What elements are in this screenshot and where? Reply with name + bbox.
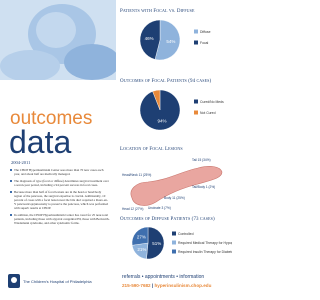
section-title: Patients with Focal vs. Diffuse: [120, 9, 195, 14]
legend-swatch: [172, 240, 176, 245]
section-title: Outcomes of Focal Patients (94 cases): [120, 79, 212, 84]
slice-label: 51%: [152, 241, 161, 246]
pie-slice: [139, 19, 161, 60]
legend-label: Controlled: [178, 232, 194, 236]
pie-chart: 51% Controlled 21% Required Medical Therapy…: [131, 226, 232, 260]
slice-label: 54%: [166, 39, 175, 44]
heading-data: data: [9, 124, 72, 160]
hospital-logo: The Children's Hospital of Philadelphia: [8, 274, 92, 288]
lesion-label: Uncinate 3 (7%): [148, 206, 171, 210]
bullet: The diagnosis of type (focal or diffuse)…: [10, 179, 110, 187]
lesion-label: Tail/Body 1 (2%): [192, 185, 215, 189]
pie-slice: [152, 89, 161, 111]
legend-swatch: [194, 40, 198, 45]
contact-info: 215-590-7682 | hyperinsulinism.chop.edu: [122, 283, 212, 288]
slice-label: 46%: [145, 36, 154, 41]
phone: 215-590-7682: [122, 283, 151, 288]
legend-swatch: [172, 249, 176, 254]
legend-label: Not Cured: [200, 111, 216, 115]
legend-label: Focal: [200, 41, 209, 45]
pie-slice: [154, 19, 181, 61]
pie-slice: [131, 226, 149, 246]
section-title: Location of Focal Lesions: [120, 147, 183, 152]
slice-label: 27%: [137, 235, 146, 240]
pie-slice: [146, 226, 165, 260]
legend-label: Required Insulin Therapy for Diabetes: [178, 250, 232, 254]
lesion-label: Head/Neck 11 (25%): [122, 173, 151, 177]
section-title: Outcomes of Diffuse Patients (73 cases): [120, 217, 215, 222]
legend-swatch: [172, 231, 176, 236]
legend-swatch: [194, 29, 198, 34]
lesion-label: Head 12 (27%): [122, 207, 143, 211]
legend-label: Diffuse: [200, 30, 211, 34]
pie-chart: 54% Diffuse 46% Focal: [139, 19, 211, 61]
slice-label: 94%: [158, 118, 167, 123]
legend-label: Cured/No Meds: [200, 100, 224, 104]
website[interactable]: hyperinsulinism.chop.edu: [154, 283, 212, 288]
legend-swatch: [194, 99, 198, 104]
bullet: In addition, the CHOP Hyperinsulinism Ce…: [10, 213, 110, 225]
page: { "focal_vs_diffuse": { "title": "Patien…: [0, 0, 232, 288]
legend-swatch: [194, 110, 198, 115]
years: 2004-2011: [11, 160, 31, 165]
bullet: The CHOP Hyperinsulinism Center sees mor…: [10, 168, 110, 176]
lesion-label: Tail 15 (34%): [192, 158, 211, 162]
slice-label: 21%: [137, 247, 146, 252]
contact-line: referrals • appointments • information: [122, 274, 205, 280]
pie-chart: 94% Cured/No Meds Not Cured: [139, 89, 224, 131]
hospital-name: The Children's Hospital of Philadelphia: [23, 279, 92, 284]
bullet-list: The CHOP Hyperinsulinism Center sees mor…: [10, 168, 110, 228]
bullet: Because more than half of focal lesions …: [10, 190, 110, 210]
pancreas-diagram: Head/Neck 11 (25%) Tail 15 (34%) Tail/Body…: [122, 158, 223, 211]
heading-outcomes: outcomes: [10, 108, 93, 129]
baby-photo: [0, 0, 116, 80]
lesion-label: Body 11 (25%): [164, 196, 185, 200]
legend-label: Required Medical Therapy for Hypoglycemi…: [178, 241, 232, 245]
